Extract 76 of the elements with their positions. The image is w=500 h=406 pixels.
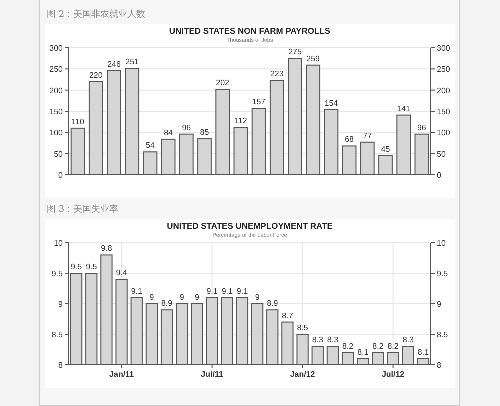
y-tick-label: 300 [50,44,64,53]
y2-tick-label: 8 [437,361,442,370]
y-tick-label: 100 [50,128,64,138]
caption: 图 2：美国非农就业人数 [47,9,146,20]
data-label: 85 [200,128,210,138]
data-label: 9 [194,293,200,302]
x-tick-label: Jan/12 [290,370,316,379]
y-tick-label: 250 [50,65,64,74]
data-label: 9.1 [206,286,218,296]
data-label: 110 [72,117,85,126]
data-label: 112 [234,116,248,126]
data-label: 259 [306,54,321,64]
data-label: 9 [180,293,185,302]
y2-tick-label: 10 [437,239,446,248]
y2-tick-label: 9.5 [437,270,449,278]
y-tick-label: 10 [54,239,64,248]
data-label: 8.1 [418,348,430,357]
chart-title: UNITED STATES UNEMPLOYMENT RATE [167,221,334,231]
y-tick-label: 200 [50,86,64,96]
data-label: 77 [363,131,373,140]
data-label: 68 [345,135,355,144]
y-tick-label: 9 [58,300,64,309]
y2-tick-label: 250 [437,65,451,74]
y2-tick-label: 300 [437,44,451,53]
data-label: 275 [288,48,302,57]
data-label: 8.7 [282,311,294,320]
data-label: 96 [417,123,427,132]
x-tick-label: Jan/11 [110,370,135,379]
data-label: 9.8 [101,244,113,254]
data-label: 54 [146,141,156,150]
data-label: 8.2 [372,342,384,351]
caption: 图 3：美国失业率 [47,204,119,215]
data-label: 8.3 [402,336,414,345]
data-label: 154 [324,98,339,108]
y-tick-label: 8 [58,361,64,370]
data-label: 8.9 [267,299,279,308]
data-label: 8.5 [297,324,309,332]
data-label: 9 [255,293,260,302]
data-label: 202 [216,78,230,88]
x-tick-label: Jul/11 [201,370,224,379]
y-tick-label: 8.5 [52,330,64,340]
chart-title: UNITED STATES NON FARM PAYROLLS [169,26,331,36]
y2-tick-label: 50 [437,150,446,159]
data-label: 9 [150,293,155,302]
y2-tick-label: 8.5 [437,330,449,340]
data-label: 9.1 [236,286,249,296]
data-label: 8.1 [358,348,370,357]
data-label: 157 [252,98,266,107]
data-label: 8.2 [342,342,354,351]
data-label: 8.3 [327,336,340,345]
y2-tick-label: 0 [437,171,442,180]
data-label: 9.4 [116,268,128,278]
data-label: 45 [381,144,391,154]
y-tick-label: 0 [58,171,64,180]
y2-tick-label: 100 [437,128,451,138]
x-tick-label: Jul/12 [382,370,406,379]
y-tick-label: 150 [50,108,64,116]
data-label: 220 [89,70,104,80]
y2-tick-label: 150 [437,108,451,116]
y-tick-label: 9.5 [52,270,64,278]
data-label: 8.9 [161,299,174,308]
data-label: 96 [182,123,192,132]
data-label: 223 [270,70,284,79]
data-label: 9.5 [70,262,83,272]
data-label: 251 [126,58,140,67]
data-label: 9.5 [86,262,98,272]
data-label: 8.2 [388,342,400,351]
data-label: 9.1 [131,286,143,296]
y-tick-label: 50 [54,150,64,159]
data-label: 8.3 [312,336,324,345]
y2-tick-label: 200 [437,86,451,96]
data-label: 141 [397,104,412,114]
data-label: 84 [164,128,174,138]
data-label: 9.1 [222,286,234,296]
y2-tick-label: 9 [437,300,442,309]
data-label: 246 [108,60,122,69]
